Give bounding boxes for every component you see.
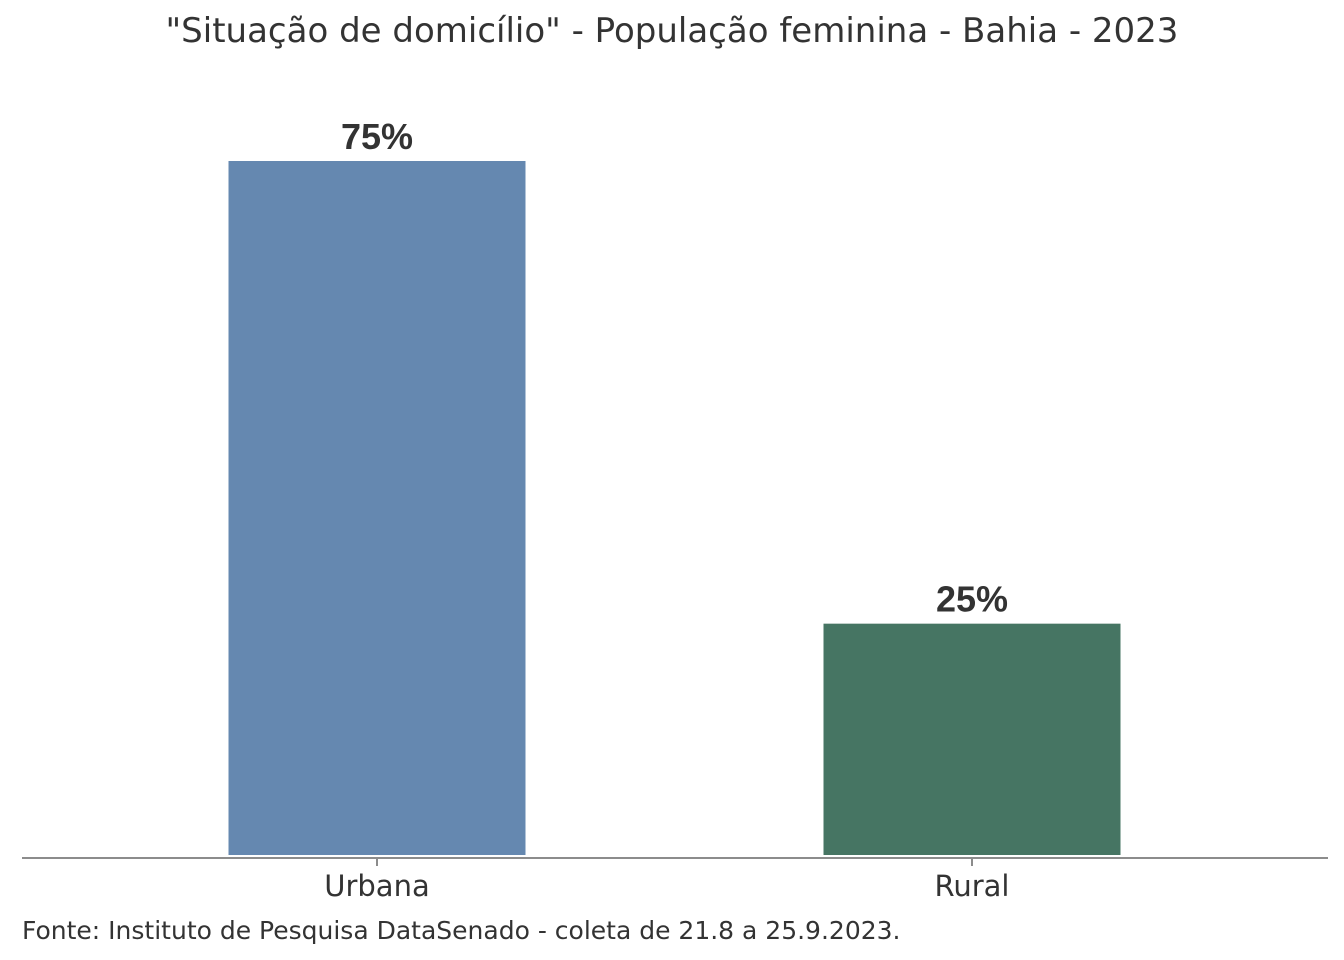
x-ticks-group <box>376 858 973 866</box>
category-label-urbana: Urbana <box>324 869 429 903</box>
bar-urbana <box>228 161 526 855</box>
chart-title: "Situação de domicílio" - População femi… <box>166 11 1179 51</box>
category-label-rural: Rural <box>935 869 1010 903</box>
source-note: Fonte: Instituto de Pesquisa DataSenado … <box>22 916 900 945</box>
value-label-urbana: 75% <box>341 116 413 157</box>
bars-group <box>228 161 1121 855</box>
bar-rural <box>823 623 1121 855</box>
value-label-rural: 25% <box>936 579 1008 620</box>
category-labels-group: Urbana Rural <box>324 869 1009 903</box>
value-labels-group: 75% 25% <box>341 116 1008 620</box>
